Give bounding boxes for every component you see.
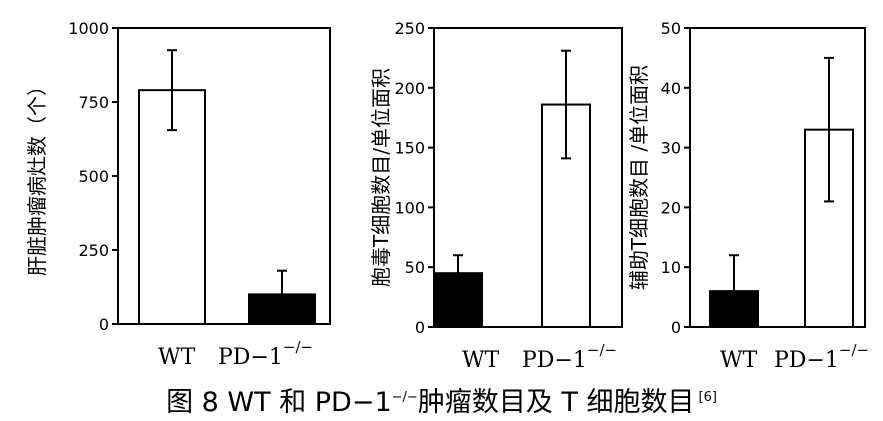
y-tick-label: 100 bbox=[394, 198, 425, 217]
x-category-superscript: −/− bbox=[587, 341, 617, 359]
y-tick-label: 10 bbox=[661, 258, 681, 277]
y-tick-label: 50 bbox=[405, 258, 425, 277]
y-tick-label: 0 bbox=[671, 318, 681, 337]
y-tick-label: 20 bbox=[661, 198, 681, 217]
y-tick-label: 40 bbox=[661, 79, 681, 98]
y-tick-label: 0 bbox=[415, 318, 425, 337]
x-category-superscript: −/− bbox=[283, 338, 313, 356]
x-category-label: WT bbox=[720, 348, 758, 373]
caption-suffix: 肿瘤数目及 T 细胞数目 bbox=[417, 387, 695, 418]
plot-frame bbox=[689, 27, 866, 328]
y-tick-label: 1000 bbox=[68, 19, 109, 38]
y-tick-label: 500 bbox=[78, 167, 109, 186]
chart-2: 0 50 100 150 200 250 胞毒T细胞数目/单位面积 WT PD−1−/− bbox=[369, 19, 623, 373]
y-tick-label: 250 bbox=[394, 19, 425, 38]
plot-frame bbox=[433, 27, 623, 328]
y-tick-label: 150 bbox=[394, 139, 425, 158]
chart-3: 0 10 20 30 40 50 辅助T细胞数目 /单位面积 WT PD−1−/− bbox=[627, 19, 869, 373]
y-tick-label: 50 bbox=[661, 19, 681, 38]
x-category-label: PD−1−/− bbox=[218, 338, 313, 370]
x-category-label: WT bbox=[158, 345, 196, 370]
y-tick-label: 0 bbox=[99, 315, 109, 334]
x-category-label: PD−1−/− bbox=[522, 341, 617, 373]
chart-1: 0 250 500 750 1000 肝脏肿瘤病灶数（个） WT PD−1−/− bbox=[25, 19, 331, 370]
y-axis-label: 肝脏肿瘤病灶数（个） bbox=[25, 76, 49, 276]
caption-prefix: 图 8 WT 和 PD−1 bbox=[166, 387, 392, 418]
x-category-label: PD−1−/− bbox=[774, 341, 869, 373]
x-category-label: WT bbox=[462, 348, 500, 373]
caption-reference: [6] bbox=[698, 390, 717, 405]
y-axis-label: 胞毒T细胞数目/单位面积 bbox=[369, 68, 393, 287]
y-tick-label: 250 bbox=[78, 241, 109, 260]
y-tick-label: 200 bbox=[394, 79, 425, 98]
y-axis-label: 辅助T细胞数目 /单位面积 bbox=[627, 65, 651, 290]
x-category-superscript: −/− bbox=[839, 341, 869, 359]
y-tick-label: 750 bbox=[78, 93, 109, 112]
figure-caption: 图 8 WT 和 PD−1−/−肿瘤数目及 T 细胞数目 [6] bbox=[0, 380, 883, 418]
caption-superscript: −/− bbox=[391, 390, 418, 405]
y-tick-label: 30 bbox=[661, 139, 681, 158]
